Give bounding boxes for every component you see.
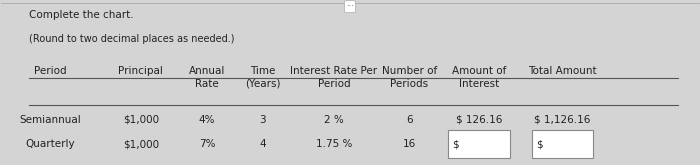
Text: Number of
Periods: Number of Periods	[382, 66, 437, 89]
Text: Total Amount: Total Amount	[528, 66, 597, 76]
Text: Time
(Years): Time (Years)	[245, 66, 281, 89]
Text: Amount of
Interest: Amount of Interest	[452, 66, 506, 89]
Text: 6: 6	[406, 115, 412, 125]
Text: $: $	[452, 139, 459, 149]
FancyBboxPatch shape	[448, 130, 510, 158]
Text: Period: Period	[34, 66, 66, 76]
Text: $: $	[536, 139, 542, 149]
Text: $1,000: $1,000	[122, 115, 159, 125]
Text: Principal: Principal	[118, 66, 163, 76]
Text: 4%: 4%	[199, 115, 216, 125]
Text: 7%: 7%	[199, 139, 216, 149]
Text: (Round to two decimal places as needed.): (Round to two decimal places as needed.)	[29, 34, 235, 44]
Text: $ 126.16: $ 126.16	[456, 115, 502, 125]
FancyBboxPatch shape	[532, 130, 594, 158]
Text: 2 %: 2 %	[324, 115, 344, 125]
Text: ···: ···	[346, 2, 354, 11]
Text: 4: 4	[260, 139, 266, 149]
Text: $1,000: $1,000	[122, 139, 159, 149]
Text: $ 1,126.16: $ 1,126.16	[535, 115, 591, 125]
Text: Annual
Rate: Annual Rate	[189, 66, 225, 89]
Text: 3: 3	[260, 115, 266, 125]
Text: Complete the chart.: Complete the chart.	[29, 10, 134, 19]
Text: 1.75 %: 1.75 %	[316, 139, 352, 149]
Text: Interest Rate Per
Period: Interest Rate Per Period	[290, 66, 377, 89]
Text: Semiannual: Semiannual	[20, 115, 81, 125]
Text: Quarterly: Quarterly	[25, 139, 75, 149]
Text: 16: 16	[402, 139, 416, 149]
